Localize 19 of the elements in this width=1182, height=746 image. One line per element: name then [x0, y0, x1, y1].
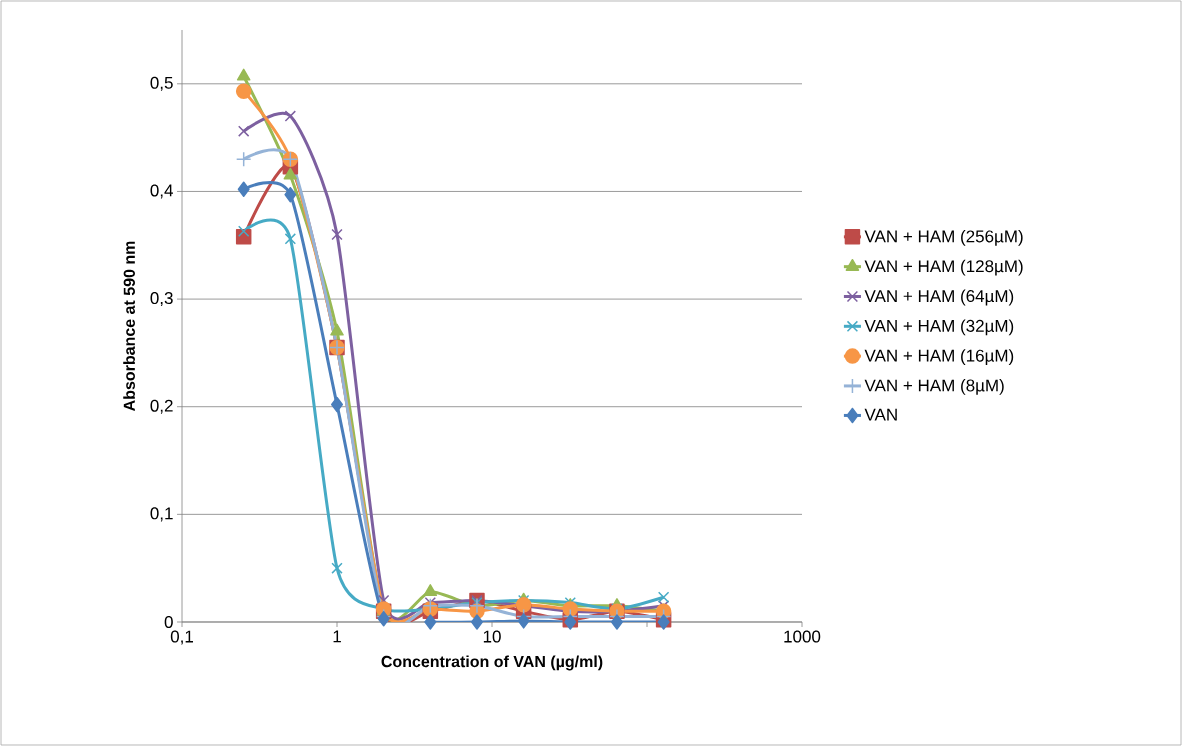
x-tick-label: 1	[333, 630, 341, 643]
x-tick-label: 0,1	[170, 630, 193, 645]
x-tick-label: 1000	[784, 630, 821, 643]
legend-label: VAN	[864, 408, 897, 421]
legend-label: VAN + HAM (16µM)	[864, 349, 1014, 366]
legend-label: VAN + HAM (64µM)	[864, 289, 1014, 306]
y-tick-label: 0,5	[150, 76, 173, 91]
legend-label: VAN + HAM (128µM)	[864, 259, 1023, 276]
legend-label: VAN + HAM (256µM)	[864, 229, 1023, 246]
legend-label: VAN + HAM (8µM)	[864, 379, 1004, 395]
y-tick-label: 0,3	[150, 292, 173, 307]
y-tick-label: 0,1	[150, 507, 173, 522]
y-axis-title: Absorbance at 590 nm	[123, 241, 135, 411]
y-tick-label: 0,4	[150, 184, 173, 199]
y-tick-label: 0,2	[150, 399, 173, 414]
x-axis-title: Concentration of VAN (µg/ml)	[381, 655, 603, 671]
legend-label: VAN + HAM (32µM)	[864, 319, 1014, 336]
x-tick-label: 10	[483, 630, 501, 643]
y-tick-label: 0	[164, 615, 173, 629]
